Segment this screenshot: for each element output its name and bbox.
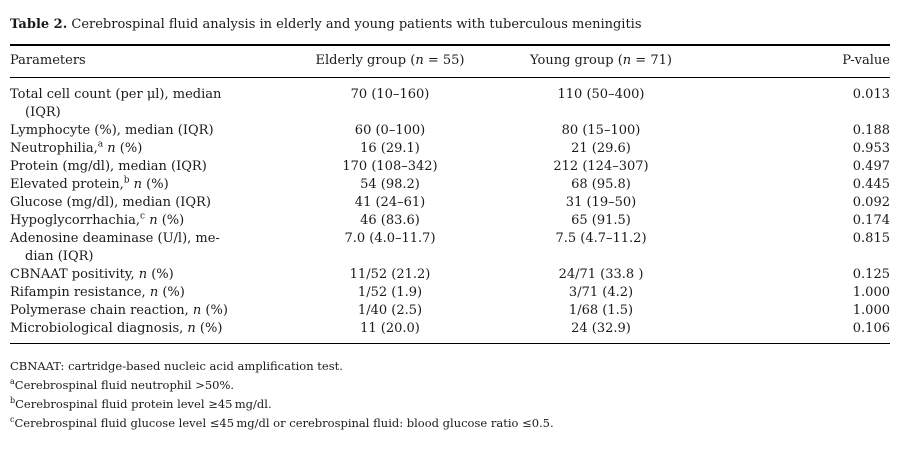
cell-elderly: 70 (10–160) xyxy=(350,87,430,102)
table-row: Microbiological diagnosis, n (%) 11 (20.0… xyxy=(10,320,890,344)
cell-parameter: Microbiological diagnosis, n (%) xyxy=(10,321,223,336)
cell-p: 0.953 xyxy=(852,141,890,156)
cell-p: 0.106 xyxy=(852,321,890,336)
footnote: cCerebrospinal fluid glucose level ≤45 m… xyxy=(10,415,554,430)
cell-parameter: Adenosine deaminase (U/l), me-dian (IQR) xyxy=(10,231,220,264)
cell-p: 0.445 xyxy=(852,177,890,192)
cell-parameter: Glucose (mg/dl), median (IQR) xyxy=(10,195,211,210)
cell-young: 80 (15–100) xyxy=(561,123,641,138)
cell-parameter: Rifampin resistance, n (%) xyxy=(10,285,185,300)
cell-young: 1/68 (1.5) xyxy=(568,303,634,318)
cell-young: 68 (95.8) xyxy=(571,177,631,192)
footnote: CBNAAT: cartridge-based nucleic acid amp… xyxy=(10,359,343,373)
table-row: Total cell count (per μl), median (IQR) 70… xyxy=(10,78,890,123)
cell-p: 0.815 xyxy=(852,231,890,246)
footnote: bCerebrospinal fluid protein level ≥45 m… xyxy=(10,396,272,411)
cell-young: 3/71 (4.2) xyxy=(568,285,634,300)
cell-young: 7.5 (4.7–11.2) xyxy=(555,231,647,246)
cell-elderly: 46 (83.6) xyxy=(360,213,420,228)
csf-analysis-table: Parameters Elderly group (n = 55) Young gr… xyxy=(10,44,890,344)
table-row: Elevated protein,b n (%) 54 (98.2) 68 (95.… xyxy=(10,176,890,194)
cell-p: 1.000 xyxy=(852,303,890,318)
table-caption: Table 2. Cerebrospinal fluid analysis in… xyxy=(10,17,642,32)
cell-young: 21 (29.6) xyxy=(571,141,631,156)
cell-parameter: Neutrophilia,a n (%) xyxy=(10,139,143,156)
cell-p: 1.000 xyxy=(852,285,890,300)
table-row: Rifampin resistance, n (%) 1/52 (1.9) 3/71… xyxy=(10,284,890,302)
cell-elderly: 11 (20.0) xyxy=(360,321,420,336)
cell-elderly: 60 (0–100) xyxy=(354,123,426,138)
cell-parameter: CBNAAT positivity, n (%) xyxy=(10,267,174,282)
cell-parameter: Total cell count (per μl), median (IQR) xyxy=(10,87,222,120)
cell-p: 0.174 xyxy=(852,213,890,228)
col-header-p-value: P-value xyxy=(702,45,890,78)
table-row: Neutrophilia,a n (%) 16 (29.1) 21 (29.6) 0.… xyxy=(10,140,890,158)
cell-young: 24/71 (33.8 ) xyxy=(558,267,644,282)
cell-young: 31 (19–50) xyxy=(565,195,637,210)
footnotes: CBNAAT: cartridge-based nucleic acid amp… xyxy=(0,344,918,433)
cell-elderly: 170 (108–342) xyxy=(342,159,438,174)
cell-elderly: 1/40 (2.5) xyxy=(357,303,423,318)
table-row: CBNAAT positivity, n (%) 11/52 (21.2) 24/7… xyxy=(10,266,890,284)
cell-young: 24 (32.9) xyxy=(571,321,631,336)
cell-parameter: Lymphocyte (%), median (IQR) xyxy=(10,123,214,138)
cell-parameter: Polymerase chain reaction, n (%) xyxy=(10,303,228,318)
cell-parameter: Protein (mg/dl), median (IQR) xyxy=(10,159,207,174)
cell-p: 0.188 xyxy=(852,123,890,138)
cell-parameter: Elevated protein,b n (%) xyxy=(10,175,169,192)
col-header-parameters: Parameters xyxy=(10,45,280,78)
table-row: Hypoglycorrhachia,c n (%) 46 (83.6) 65 (91… xyxy=(10,212,890,230)
header-row: Parameters Elderly group (n = 55) Young gr… xyxy=(10,45,890,78)
cell-young: 212 (124–307) xyxy=(553,159,649,174)
footnote: aCerebrospinal fluid neutrophil >50%. xyxy=(10,377,235,392)
col-header-young-group: Young group (n = 71) xyxy=(500,45,702,78)
cell-elderly: 41 (24–61) xyxy=(354,195,426,210)
cell-young: 65 (91.5) xyxy=(571,213,631,228)
cell-p: 0.092 xyxy=(852,195,890,210)
table-body: Total cell count (per μl), median (IQR) 70… xyxy=(10,78,890,344)
cell-p: 0.013 xyxy=(852,87,890,102)
cell-young: 110 (50–400) xyxy=(557,87,645,102)
cell-elderly: 1/52 (1.9) xyxy=(357,285,423,300)
table-row: Protein (mg/dl), median (IQR) 170 (108–34… xyxy=(10,158,890,176)
cell-p: 0.497 xyxy=(852,159,890,174)
cell-elderly: 54 (98.2) xyxy=(360,177,420,192)
col-header-elderly-group: Elderly group (n = 55) xyxy=(280,45,500,78)
table-row: Polymerase chain reaction, n (%) 1/40 (2.… xyxy=(10,302,890,320)
table-row: Glucose (mg/dl), median (IQR) 41 (24–61) 3… xyxy=(10,194,890,212)
cell-elderly: 11/52 (21.2) xyxy=(349,267,431,282)
cell-p: 0.125 xyxy=(852,267,890,282)
cell-elderly: 7.0 (4.0–11.7) xyxy=(344,231,436,246)
cell-elderly: 16 (29.1) xyxy=(360,141,420,156)
table-row: Lymphocyte (%), median (IQR) 60 (0–100) 80… xyxy=(10,122,890,140)
cell-parameter: Hypoglycorrhachia,c n (%) xyxy=(10,211,185,228)
table-row: Adenosine deaminase (U/l), me-dian (IQR)… xyxy=(10,230,890,266)
